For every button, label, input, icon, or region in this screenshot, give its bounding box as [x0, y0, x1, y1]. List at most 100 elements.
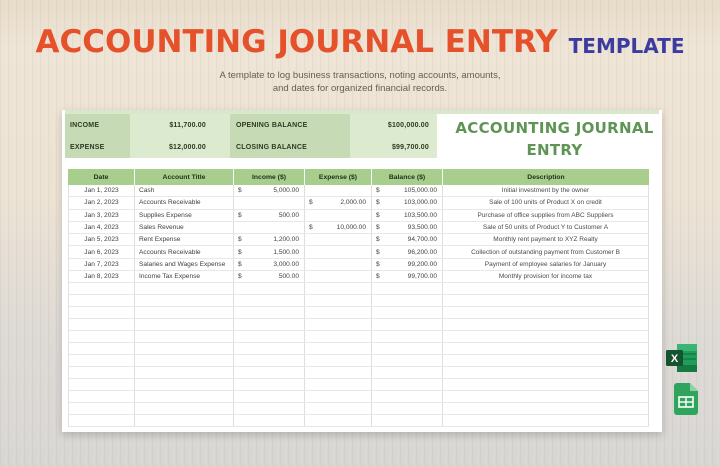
- cell-empty: [234, 331, 305, 343]
- currency-symbol: $: [309, 224, 313, 232]
- cell-empty: [372, 319, 443, 331]
- cell-empty: [372, 283, 443, 295]
- currency-symbol: $: [376, 260, 380, 268]
- amount: 5,000.00: [273, 187, 299, 195]
- cell-empty: [305, 367, 372, 379]
- cell-income: $ 1,200.00: [234, 234, 305, 246]
- cell-empty: [443, 379, 648, 390]
- cell-empty: [305, 391, 372, 403]
- cell-balance: $ 103,500.00: [372, 209, 443, 221]
- table-row-empty: [69, 367, 648, 380]
- cell-empty: [443, 283, 648, 294]
- cell-description: Purchase of office supplies from ABC Sup…: [477, 211, 614, 219]
- summary-closing-balance-label: CLOSING BALANCE: [230, 136, 350, 158]
- cell-expense: [305, 209, 372, 221]
- cell-empty: [234, 415, 305, 427]
- summary-income-label: INCOME: [65, 114, 130, 136]
- page-title-main: ACCOUNTING JOURNAL ENTRY: [35, 24, 558, 60]
- cell-account: Salaries and Wages Expense: [135, 258, 234, 271]
- amount: 1,200.00: [273, 236, 299, 244]
- cell-empty: [135, 319, 234, 331]
- svg-text:X: X: [671, 353, 679, 365]
- cell-account: Sales Revenue: [135, 221, 234, 234]
- summary-block: INCOME $11,700.00 OPENING BALANCE $100,0…: [65, 114, 437, 158]
- table-row-empty: [69, 295, 648, 308]
- amount: 3,000.00: [273, 260, 299, 268]
- currency-symbol: $: [376, 248, 380, 256]
- table-row-empty: [69, 283, 648, 296]
- header-account-title: Account Title: [135, 169, 234, 185]
- cell-empty: [305, 379, 372, 391]
- table-row: Jan 4, 2023 Sales Revenue $ 10,000.00 $ …: [69, 221, 648, 235]
- cell-empty: [372, 403, 443, 415]
- cell-account: Cash: [135, 185, 234, 197]
- cell-empty: [443, 319, 648, 330]
- cell-empty: [372, 355, 443, 367]
- cell-empty: [135, 415, 234, 427]
- cell-empty: [443, 415, 648, 426]
- cell-income: $ 500.00: [234, 209, 305, 221]
- cell-income: $ 3,000.00: [234, 258, 305, 271]
- amount: 99,200.00: [407, 260, 437, 268]
- cell-date: Jan 4, 2023: [69, 221, 135, 234]
- cell-date: Jan 7, 2023: [69, 258, 135, 271]
- spreadsheet-preview-card: INCOME $11,700.00 OPENING BALANCE $100,0…: [62, 110, 662, 432]
- cell-expense: $ 10,000.00: [305, 221, 372, 234]
- amount: 10,000.00: [336, 224, 366, 232]
- cell-empty: [305, 415, 372, 427]
- currency-symbol: $: [238, 273, 242, 281]
- cell-empty: [305, 343, 372, 355]
- card-top-strip: [65, 110, 659, 114]
- cell-empty: [234, 379, 305, 391]
- cell-empty: [234, 295, 305, 307]
- cell-expense: $ 2,000.00: [305, 197, 372, 209]
- cell-empty: [135, 379, 234, 391]
- table-row-empty: [69, 331, 648, 344]
- currency-symbol: $: [376, 211, 380, 219]
- table-row: Jan 1, 2023 Cash $ 5,000.00 $ 105,000.00…: [69, 185, 648, 198]
- amount: 94,700.00: [407, 236, 437, 244]
- table-row: Jan 3, 2023 Supplies Expense $ 500.00 $ …: [69, 209, 648, 222]
- cell-date: Jan 5, 2023: [69, 234, 135, 246]
- cell-empty: [305, 319, 372, 331]
- page-title: ACCOUNTING JOURNAL ENTRY TEMPLATE: [0, 24, 720, 60]
- cell-date: Jan 3, 2023: [69, 209, 135, 221]
- summary-expense-value: $12,000.00: [130, 136, 230, 158]
- cell-empty: [234, 403, 305, 415]
- google-sheets-file-icon[interactable]: [672, 383, 700, 415]
- cell-empty: [372, 343, 443, 355]
- summary-income-value: $11,700.00: [130, 114, 230, 136]
- table-body: Jan 1, 2023 Cash $ 5,000.00 $ 105,000.00…: [68, 185, 649, 428]
- cell-empty: [372, 391, 443, 403]
- table-row: Jan 8, 2023 Income Tax Expense $ 500.00 …: [69, 271, 648, 284]
- cell-empty: [443, 391, 648, 402]
- amount: 2,000.00: [340, 199, 366, 207]
- cell-date: Jan 2, 2023: [69, 197, 135, 209]
- cell-account: Income Tax Expense: [135, 271, 234, 283]
- cell-empty: [69, 319, 135, 331]
- cell-balance: $ 93,500.00: [372, 221, 443, 234]
- table-row: Jan 2, 2023 Accounts Receivable $ 2,000.…: [69, 197, 648, 210]
- cell-empty: [305, 295, 372, 307]
- cell-empty: [443, 403, 648, 414]
- journal-table: Date Account Title Income ($) Expense ($…: [68, 169, 649, 428]
- cell-description: Payment of employee salaries for January: [484, 260, 607, 268]
- cell-income: [234, 197, 305, 209]
- cell-empty: [135, 343, 234, 355]
- cell-empty: [305, 283, 372, 295]
- summary-closing-balance-value: $99,700.00: [350, 136, 437, 158]
- currency-symbol: $: [238, 236, 242, 244]
- excel-file-icon[interactable]: X: [666, 343, 698, 374]
- amount: 99,700.00: [407, 273, 437, 281]
- cell-balance: $ 105,000.00: [372, 185, 443, 197]
- cell-balance: $ 99,200.00: [372, 258, 443, 271]
- currency-symbol: $: [376, 224, 380, 232]
- cell-date: Jan 6, 2023: [69, 246, 135, 258]
- table-row-empty: [69, 415, 648, 428]
- table-header-row: Date Account Title Income ($) Expense ($…: [68, 169, 649, 185]
- currency-symbol: $: [376, 273, 380, 281]
- cell-empty: [234, 391, 305, 403]
- cell-empty: [69, 403, 135, 415]
- table-row-empty: [69, 355, 648, 368]
